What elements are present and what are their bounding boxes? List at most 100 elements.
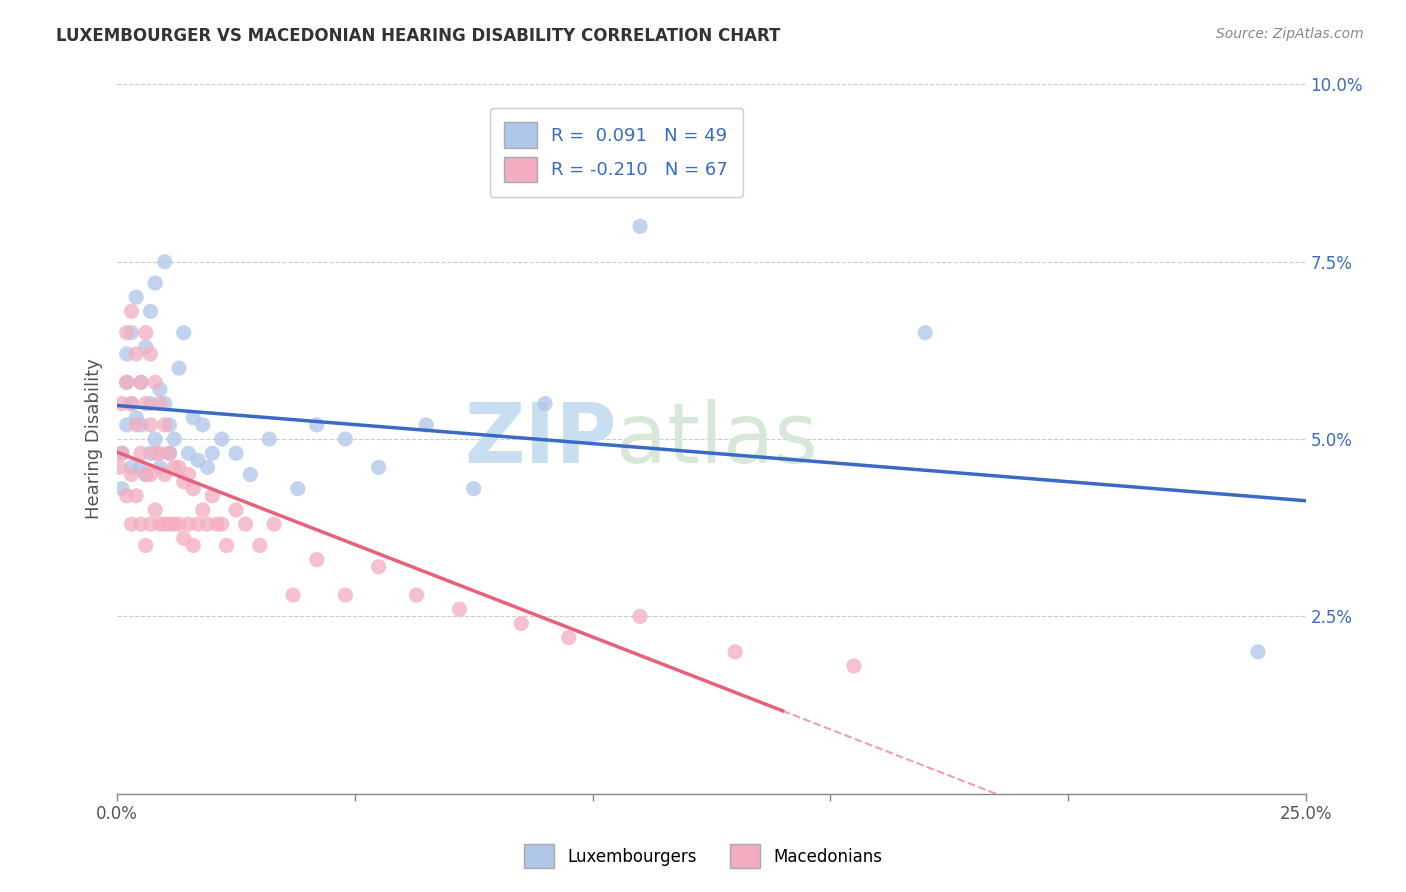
Point (135, 340, 157, 354)
Point (163, 432, 186, 446)
Point (115, 376, 138, 390)
Point (159, 517, 181, 532)
Text: ZIP: ZIP (464, 399, 616, 480)
Point (139, 467, 162, 482)
Point (534, 396, 557, 410)
Point (139, 396, 162, 410)
Point (225, 446, 247, 460)
Point (173, 532, 195, 546)
Point (249, 538, 271, 552)
Point (449, 602, 471, 616)
Point (125, 417, 148, 432)
Point (305, 417, 328, 432)
Text: Source: ZipAtlas.com: Source: ZipAtlas.com (1216, 27, 1364, 41)
Point (167, 460, 190, 475)
Point (143, 432, 166, 446)
Point (129, 517, 152, 532)
Point (367, 460, 389, 475)
Point (120, 460, 142, 475)
Point (159, 446, 181, 460)
Point (225, 503, 247, 517)
Point (111, 482, 134, 496)
Point (125, 410, 148, 425)
Point (153, 254, 176, 268)
Point (415, 417, 437, 432)
Point (201, 489, 224, 503)
Point (235, 517, 257, 532)
Point (125, 489, 148, 503)
Point (153, 517, 176, 532)
Point (167, 517, 190, 532)
Point (125, 290, 148, 304)
Point (159, 417, 181, 432)
Point (111, 446, 134, 460)
Point (135, 467, 157, 482)
Point (139, 417, 162, 432)
Point (149, 460, 172, 475)
Point (628, 219, 651, 234)
Legend: R =  0.091   N = 49, R = -0.210   N = 67: R = 0.091 N = 49, R = -0.210 N = 67 (491, 108, 742, 196)
Point (129, 376, 152, 390)
Point (259, 432, 281, 446)
Point (558, 631, 581, 645)
Point (177, 517, 200, 532)
Point (135, 538, 157, 552)
Point (125, 347, 148, 361)
Point (187, 517, 209, 532)
Point (305, 552, 328, 566)
Point (181, 482, 204, 496)
Point (120, 326, 142, 340)
Point (287, 482, 309, 496)
Point (335, 588, 357, 602)
Point (135, 467, 157, 482)
Point (115, 326, 138, 340)
Point (120, 304, 142, 318)
Legend: Luxembourgers, Macedonians: Luxembourgers, Macedonians (517, 838, 889, 875)
Point (139, 347, 162, 361)
Point (159, 446, 181, 460)
Y-axis label: Hearing Disability: Hearing Disability (86, 359, 103, 519)
Point (1247, 645, 1270, 659)
Point (139, 446, 162, 460)
Point (211, 517, 233, 532)
Point (129, 376, 152, 390)
Point (143, 446, 166, 460)
Point (177, 446, 200, 460)
Point (281, 588, 304, 602)
Point (914, 326, 936, 340)
Point (510, 616, 533, 631)
Point (149, 446, 172, 460)
Point (135, 396, 157, 410)
Point (149, 396, 172, 410)
Point (111, 396, 134, 410)
Point (153, 417, 176, 432)
Point (149, 383, 172, 397)
Point (239, 467, 262, 482)
Point (263, 517, 285, 532)
Text: atlas: atlas (616, 399, 818, 480)
Point (211, 432, 233, 446)
Point (842, 659, 865, 673)
Point (167, 361, 190, 376)
Point (149, 517, 172, 532)
Point (143, 276, 166, 290)
Point (108, 460, 131, 475)
Point (173, 475, 195, 489)
Point (724, 645, 747, 659)
Point (215, 538, 238, 552)
Point (367, 559, 389, 574)
Point (335, 432, 357, 446)
Point (143, 376, 166, 390)
Point (153, 396, 176, 410)
Point (139, 517, 162, 532)
Point (115, 376, 138, 390)
Point (163, 517, 186, 532)
Point (153, 467, 176, 482)
Point (129, 446, 152, 460)
Point (120, 467, 142, 482)
Point (405, 588, 427, 602)
Point (201, 446, 224, 460)
Point (139, 304, 162, 318)
Point (181, 538, 204, 552)
Point (120, 396, 142, 410)
